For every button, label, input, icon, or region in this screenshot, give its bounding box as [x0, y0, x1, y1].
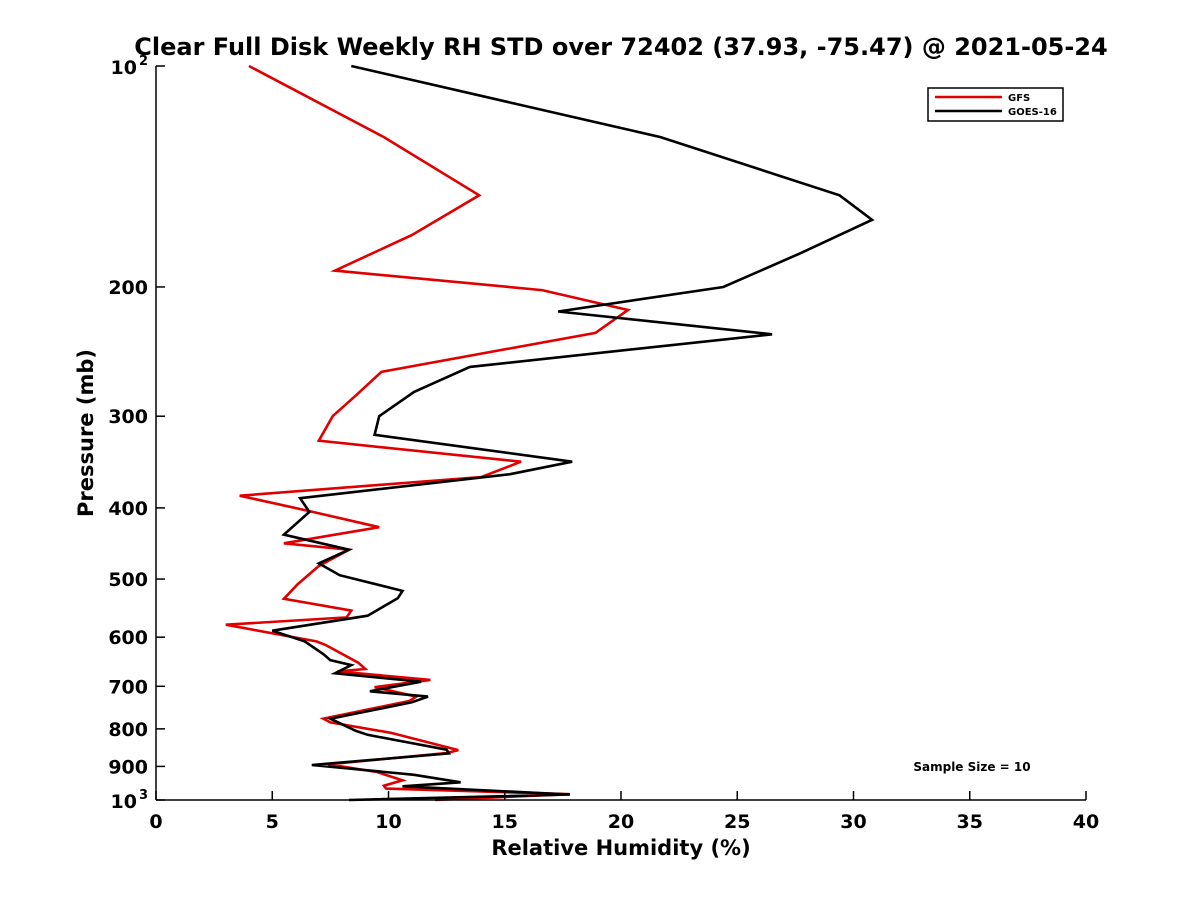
chart-title: Clear Full Disk Weekly RH STD over 72402…: [134, 33, 1107, 61]
y-tick-label: 900: [108, 756, 148, 778]
series-line-gfs: [225, 64, 632, 802]
x-tick-label: 30: [840, 811, 866, 833]
sample-size-annotation: Sample Size = 10: [913, 760, 1030, 774]
x-tick-label: 10: [375, 811, 401, 833]
legend-label-goes16: GOES-16: [1008, 107, 1057, 118]
x-axis-label: Relative Humidity (%): [491, 836, 750, 860]
y-tick-label: 300: [108, 406, 148, 428]
y-tick-label: 10: [111, 791, 137, 813]
y-tick-label: 400: [108, 498, 148, 520]
series-lines: [225, 64, 875, 802]
x-tick-label: 25: [724, 811, 750, 833]
x-ticks: 0 5 10 15 20 25 30 35 40: [149, 791, 1099, 833]
x-tick-label: 40: [1073, 811, 1099, 833]
axes: [155, 66, 1086, 801]
legend-box: [927, 87, 1064, 122]
legend-label-gfs: GFS: [1008, 93, 1030, 104]
y-tick-label: 800: [108, 719, 148, 741]
x-tick-label: 5: [266, 811, 279, 833]
y-tick-label-exponent: 3: [139, 788, 148, 803]
legend: GFS GOES-16: [927, 87, 1064, 122]
y-tick-label: 10: [111, 57, 137, 79]
y-tick-label-exponent: 2: [139, 54, 148, 69]
y-axis-label: Pressure (mb): [74, 349, 98, 517]
x-tick-label: 20: [608, 811, 634, 833]
y-tick-label: 600: [108, 627, 148, 649]
x-tick-label: 0: [149, 811, 162, 833]
y-tick-label: 500: [108, 569, 148, 591]
series-line-goes-16: [271, 64, 875, 802]
x-tick-label: 35: [957, 811, 983, 833]
y-tick-label: 200: [108, 277, 148, 299]
y-tick-label: 700: [108, 676, 148, 698]
x-tick-label: 15: [492, 811, 518, 833]
